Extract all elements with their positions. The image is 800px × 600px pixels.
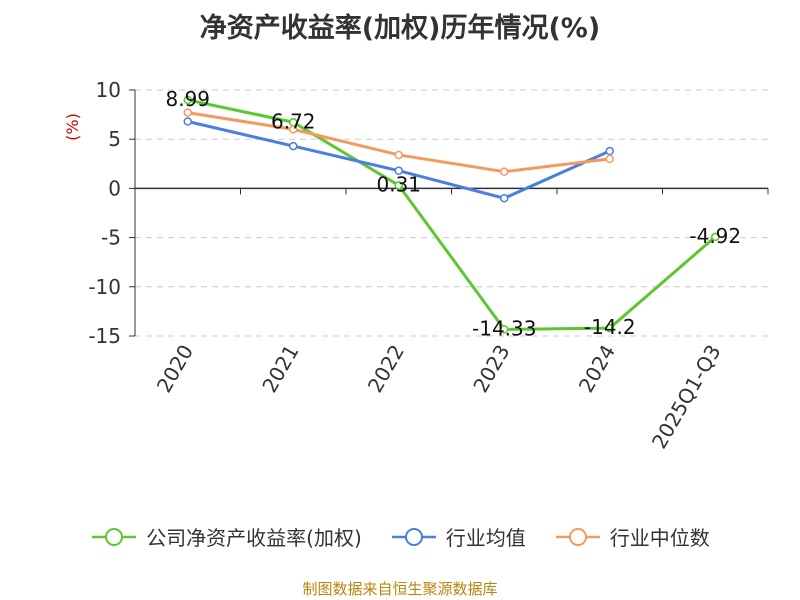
y-tick-label: 5 (108, 127, 121, 151)
data-point (183, 108, 192, 117)
series-line (187, 111, 610, 174)
x-tick-label: 2022 (363, 341, 409, 397)
legend-line-icon (555, 527, 600, 546)
data-point (183, 117, 192, 126)
series-line (187, 98, 717, 331)
data-label: 0.31 (376, 172, 421, 196)
x-tick-label: 2024 (574, 341, 620, 397)
data-point (289, 125, 298, 134)
legend-label: 行业中位数 (609, 526, 710, 550)
legend-item[interactable]: 公司净资产收益率(加权) (90, 522, 362, 551)
data-point (394, 150, 403, 160)
x-tick-label: 2020 (152, 341, 198, 397)
y-tick-label: 0 (108, 176, 121, 200)
y-axis-label: (%) (63, 113, 82, 141)
data-label: 8.99 (165, 87, 210, 111)
x-tick-label: 2025Q1-Q3 (647, 341, 726, 453)
data-point (605, 146, 614, 156)
x-tick-label: 2023 (468, 341, 514, 397)
y-tick-label: 10 (96, 78, 121, 102)
data-point (500, 167, 509, 176)
data-point (394, 181, 403, 190)
data-label: -4.92 (689, 224, 741, 248)
data-point (605, 323, 614, 333)
legend-line-icon (92, 527, 137, 546)
y-tick-label: -10 (88, 275, 121, 299)
data-label: -14.33 (472, 316, 536, 340)
data-point (394, 166, 403, 175)
data-point (289, 141, 298, 151)
legend-item[interactable]: 行业中位数 (554, 522, 710, 551)
legend-label: 公司净资产收益率(加权) (146, 526, 362, 550)
source-note: 制图数据来自恒生聚源数据库 (302, 580, 498, 598)
data-point (500, 193, 509, 203)
data-point (500, 325, 509, 334)
legend: 公司净资产收益率(加权) 行业均值 行业中位数 (0, 522, 800, 551)
y-tick-label: -5 (101, 226, 121, 250)
x-tick-label: 2021 (257, 341, 303, 397)
legend-line-icon (391, 527, 436, 546)
y-tick-label: -15 (88, 324, 121, 348)
data-point (711, 232, 720, 242)
data-point (605, 154, 614, 164)
chart-title: 净资产收益率(加权)历年情况(%) (199, 13, 601, 44)
legend-item[interactable]: 行业均值 (390, 522, 526, 551)
data-label: -14.2 (584, 315, 636, 339)
data-label: 6.72 (271, 109, 316, 133)
data-point (183, 95, 192, 105)
legend-label: 行业均值 (445, 526, 526, 550)
